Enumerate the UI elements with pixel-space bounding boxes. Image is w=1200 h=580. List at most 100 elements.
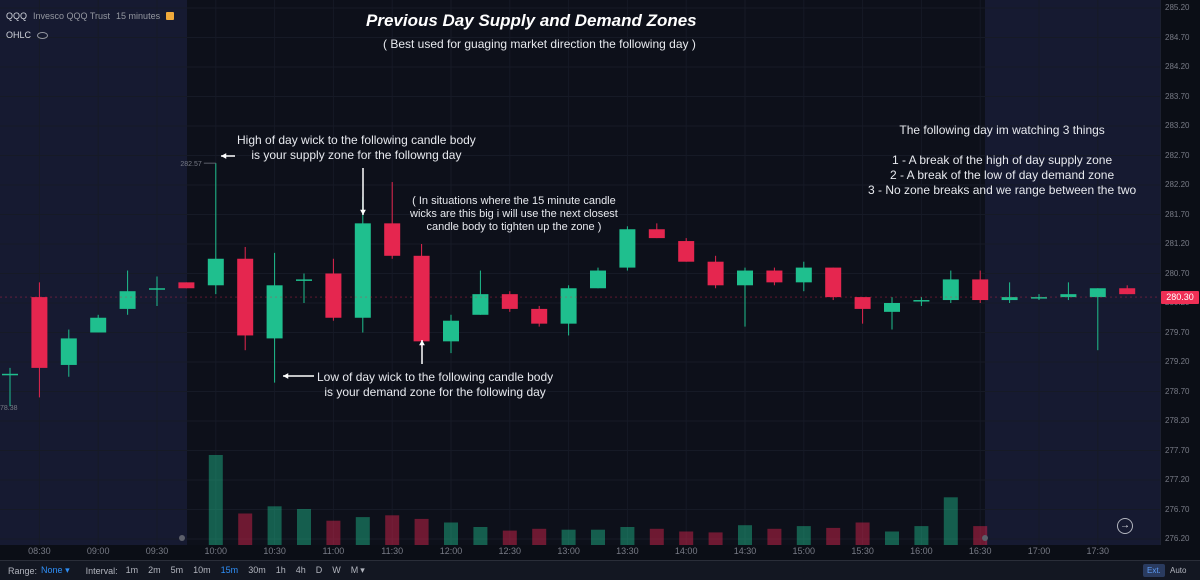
price-tick-label: 285.20 [1165,3,1190,12]
wick-note-annotation: ( In situations where the 15 minute cand… [410,195,618,234]
interval-list: 1m 2m 5m 10m 15m 30m 1h 4h D W M ▾ [126,565,365,576]
candle-body [1089,288,1106,298]
symbol-legend: QQQ Invesco QQQ Trust 15 minutes [6,11,175,21]
interval-button-M[interactable]: M [350,565,359,575]
demand-up-arrow-head [419,340,425,346]
candle-body [149,288,165,290]
supply-annotation: High of day wick to the following candle… [237,133,476,163]
time-tick-label: 08:30 [28,546,51,556]
candle-body [590,270,606,289]
candle-body [737,270,753,286]
volume-bar [267,506,282,545]
symbol-interval: 15 minutes [116,11,161,21]
interval-button-1h[interactable]: 1h [275,565,286,575]
interval-button-4h[interactable]: 4h [295,565,306,575]
volume-bar [767,528,782,545]
time-axis[interactable]: 08:30 09:00 09:30 10:00 10:30 11:00 11:30 12:00… [0,545,1160,560]
volume-bar [885,531,899,545]
time-tick-label: 15:00 [792,546,816,556]
volume-bar [532,528,547,545]
candle-body [384,223,401,256]
volume-bar [385,515,400,545]
time-tick-label: 10:30 [263,546,286,556]
candle-body [972,279,989,301]
demand-annotation-line2: is your demand zone for the following da… [324,385,546,399]
chart-area[interactable]: 282.57 78.38 QQQ Invesco QQQ Trust 15 min… [0,0,1160,545]
low-price-label: 78.38 [0,405,18,412]
price-axis[interactable]: 285.20 284.70 284.20 283.70 283.20 282.70 282.… [1160,0,1200,545]
volume-bar [796,526,811,545]
price-tick-label: 281.20 [1165,239,1190,248]
candle-body [472,294,489,315]
candlestick-chart[interactable]: 282.57 78.38 [0,0,1160,545]
candle-body [1119,288,1136,295]
candle-body [354,223,371,318]
time-tick-label: 16:00 [910,546,933,556]
time-tick-label: 13:30 [616,546,639,556]
candle-body [884,303,900,312]
eye-off-icon[interactable] [37,31,49,39]
chevron-down-icon[interactable]: ▾ [360,565,365,575]
extended-hours-button[interactable]: Ext. [1143,564,1165,577]
interval-button-30m[interactable]: 30m [248,565,266,575]
interval-button-2m[interactable]: 2m [148,565,161,575]
volume-bar [620,527,635,545]
candle-body [913,300,930,302]
volume-bar [649,528,664,545]
demand-annotation: Low of day wick to the following candle … [317,370,553,400]
range-select[interactable]: None ▾ [41,565,70,576]
volume-bar [914,526,929,545]
candle-body [178,282,195,289]
interval-button-W[interactable]: W [332,565,341,575]
volume-bar [355,517,370,545]
candle-body [501,294,518,309]
volume-bar [502,530,517,545]
volume-bar [708,532,723,545]
candle-body [296,279,312,281]
scroll-to-realtime-icon[interactable]: → [1117,518,1133,534]
volume-bar [738,525,752,545]
volume-bar [561,529,576,545]
chart-subtitle: ( Best used for guaging market direction… [383,37,696,51]
symbol-ticker[interactable]: QQQ [6,11,28,21]
time-tick-label: 12:00 [439,546,463,556]
price-tick-label: 279.20 [1165,357,1190,366]
price-tick-label: 276.70 [1165,504,1190,514]
candle-body [266,285,283,339]
watch-item-1: 1 - A break of the high of day supply zo… [892,153,1113,167]
candle-body [119,291,136,309]
candle-body [707,261,724,286]
price-tick-label: 284.20 [1165,62,1190,71]
demand-annotation-line1: Low of day wick to the following candle … [317,370,554,384]
candle-body [942,279,959,301]
interval-button-5m[interactable]: 5m [170,565,184,575]
session-dot-right [982,535,988,541]
volume-bar [444,522,458,545]
volume-bar [943,497,958,545]
bottom-toolbar: Range: None ▾ Interval: 1m 2m 5m 10m 15m 30m 1… [0,560,1200,580]
candle-body [325,273,342,318]
time-tick-label: 17:30 [1086,546,1110,556]
candle-body [766,270,783,283]
candle-body [560,288,577,324]
interval-button-10m[interactable]: 10m [193,565,211,575]
candle-body [825,267,842,298]
volume-bar [238,513,253,545]
auto-scale-button[interactable]: Auto [1170,566,1187,575]
interval-button-D[interactable]: D [315,565,323,575]
candle-body [90,317,107,333]
chart-title: Previous Day Supply and Demand Zones [366,11,697,30]
interval-label: Interval: [85,565,118,576]
time-tick-label: 09:30 [145,546,169,556]
supply-annotation-line1: High of day wick to the following candle… [237,133,476,147]
candle-body [60,338,77,365]
interval-button-1m[interactable]: 1m [125,565,139,575]
wick-note-line2: wicks are this big i will use the next c… [410,208,618,220]
candle-body [1031,297,1047,299]
candle-body [648,229,665,239]
candle-body [2,373,18,376]
ohlc-label: OHLC [6,30,32,40]
volume-bar [297,509,311,545]
price-tick-label: 284.70 [1165,32,1190,42]
interval-button-15m[interactable]: 15m [220,565,239,575]
